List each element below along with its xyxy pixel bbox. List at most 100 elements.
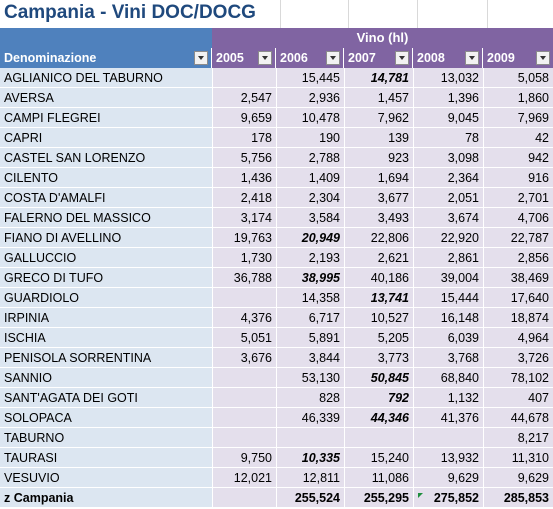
value-cell-2006[interactable]: 6,717	[276, 308, 344, 328]
value-cell-2005[interactable]: 3,174	[212, 208, 276, 228]
denominazione-cell[interactable]: z Campania	[0, 488, 212, 508]
value-cell-2006[interactable]: 53,130	[276, 368, 344, 388]
value-cell-2008[interactable]: 1,132	[413, 388, 483, 408]
value-cell-2005[interactable]: 3,676	[212, 348, 276, 368]
value-cell-2005[interactable]: 9,659	[212, 108, 276, 128]
value-cell-2005[interactable]: 9,750	[212, 448, 276, 468]
value-cell-2007[interactable]: 3,493	[344, 208, 413, 228]
value-cell-2008[interactable]: 39,004	[413, 268, 483, 288]
value-cell-2009[interactable]: 9,629	[483, 468, 553, 488]
denominazione-cell[interactable]: GRECO DI TUFO	[0, 268, 212, 288]
value-cell-2005[interactable]: 36,788	[212, 268, 276, 288]
denominazione-cell[interactable]: VESUVIO	[0, 468, 212, 488]
filter-dropdown-icon[interactable]	[326, 51, 340, 65]
value-cell-2006[interactable]: 2,936	[276, 88, 344, 108]
value-cell-2007[interactable]: 5,205	[344, 328, 413, 348]
value-cell-2009[interactable]: 18,874	[483, 308, 553, 328]
value-cell-2008[interactable]: 2,861	[413, 248, 483, 268]
value-cell-2008[interactable]: 22,920	[413, 228, 483, 248]
value-cell-2007[interactable]: 1,457	[344, 88, 413, 108]
value-cell-2009[interactable]: 1,860	[483, 88, 553, 108]
value-cell-2009[interactable]: 4,964	[483, 328, 553, 348]
value-cell-2009[interactable]: 38,469	[483, 268, 553, 288]
value-cell-2009[interactable]: 285,853	[483, 488, 553, 508]
value-cell-2006[interactable]: 828	[276, 388, 344, 408]
value-cell-2006[interactable]: 1,409	[276, 168, 344, 188]
value-cell-2007[interactable]: 255,295	[344, 488, 413, 508]
value-cell-2009[interactable]: 17,640	[483, 288, 553, 308]
value-cell-2008[interactable]	[413, 428, 483, 448]
value-cell-2005[interactable]: 19,763	[212, 228, 276, 248]
value-cell-2005[interactable]	[212, 368, 276, 388]
value-cell-2009[interactable]: 44,678	[483, 408, 553, 428]
value-cell-2007[interactable]: 7,962	[344, 108, 413, 128]
value-cell-2009[interactable]: 7,969	[483, 108, 553, 128]
value-cell-2007[interactable]: 50,845	[344, 368, 413, 388]
value-cell-2006[interactable]: 3,584	[276, 208, 344, 228]
column-header-denominazione[interactable]: Denominazione	[0, 48, 212, 68]
value-cell-2007[interactable]	[344, 428, 413, 448]
value-cell-2006[interactable]: 2,193	[276, 248, 344, 268]
value-cell-2009[interactable]: 42	[483, 128, 553, 148]
value-cell-2006[interactable]: 10,335	[276, 448, 344, 468]
denominazione-cell[interactable]: ISCHIA	[0, 328, 212, 348]
value-cell-2008[interactable]: 2,051	[413, 188, 483, 208]
column-header-2005[interactable]: 2005	[212, 48, 276, 68]
denominazione-cell[interactable]: AGLIANICO DEL TABURNO	[0, 68, 212, 88]
column-header-2008[interactable]: 2008	[413, 48, 483, 68]
value-cell-2009[interactable]: 78,102	[483, 368, 553, 388]
value-cell-2009[interactable]: 2,701	[483, 188, 553, 208]
value-cell-2005[interactable]: 1,436	[212, 168, 276, 188]
value-cell-2008[interactable]: 9,629	[413, 468, 483, 488]
value-cell-2009[interactable]: 4,706	[483, 208, 553, 228]
value-cell-2009[interactable]: 11,310	[483, 448, 553, 468]
value-cell-2005[interactable]	[212, 388, 276, 408]
value-cell-2006[interactable]: 14,358	[276, 288, 344, 308]
value-cell-2007[interactable]: 13,741	[344, 288, 413, 308]
denominazione-cell[interactable]: TAURASI	[0, 448, 212, 468]
value-cell-2009[interactable]: 2,856	[483, 248, 553, 268]
value-cell-2008[interactable]: 16,148	[413, 308, 483, 328]
value-cell-2005[interactable]: 5,051	[212, 328, 276, 348]
value-cell-2008[interactable]: 78	[413, 128, 483, 148]
value-cell-2006[interactable]: 38,995	[276, 268, 344, 288]
value-cell-2006[interactable]: 12,811	[276, 468, 344, 488]
denominazione-cell[interactable]: FIANO DI AVELLINO	[0, 228, 212, 248]
value-cell-2009[interactable]: 8,217	[483, 428, 553, 448]
value-cell-2006[interactable]: 190	[276, 128, 344, 148]
denominazione-cell[interactable]: PENISOLA SORRENTINA	[0, 348, 212, 368]
value-cell-2009[interactable]: 916	[483, 168, 553, 188]
value-cell-2007[interactable]: 923	[344, 148, 413, 168]
denominazione-cell[interactable]: SOLOPACA	[0, 408, 212, 428]
value-cell-2009[interactable]: 3,726	[483, 348, 553, 368]
value-cell-2005[interactable]: 178	[212, 128, 276, 148]
column-header-2009[interactable]: 2009	[483, 48, 553, 68]
value-cell-2005[interactable]: 2,418	[212, 188, 276, 208]
value-cell-2009[interactable]: 22,787	[483, 228, 553, 248]
value-cell-2006[interactable]	[276, 428, 344, 448]
value-cell-2008[interactable]: 9,045	[413, 108, 483, 128]
value-cell-2007[interactable]: 10,527	[344, 308, 413, 328]
denominazione-cell[interactable]: IRPINIA	[0, 308, 212, 328]
value-cell-2009[interactable]: 942	[483, 148, 553, 168]
value-cell-2008[interactable]: 68,840	[413, 368, 483, 388]
value-cell-2006[interactable]: 20,949	[276, 228, 344, 248]
value-cell-2005[interactable]	[212, 288, 276, 308]
value-cell-2005[interactable]: 2,547	[212, 88, 276, 108]
value-cell-2006[interactable]: 255,524	[276, 488, 344, 508]
column-header-2006[interactable]: 2006	[276, 48, 344, 68]
value-cell-2008[interactable]: 275,852	[413, 488, 483, 508]
value-cell-2005[interactable]	[212, 68, 276, 88]
value-cell-2005[interactable]: 4,376	[212, 308, 276, 328]
filter-dropdown-icon[interactable]	[258, 51, 272, 65]
column-header-2007[interactable]: 2007	[344, 48, 413, 68]
value-cell-2005[interactable]	[212, 408, 276, 428]
value-cell-2007[interactable]: 15,240	[344, 448, 413, 468]
value-cell-2005[interactable]: 1,730	[212, 248, 276, 268]
value-cell-2007[interactable]: 139	[344, 128, 413, 148]
denominazione-cell[interactable]: GALLUCCIO	[0, 248, 212, 268]
value-cell-2006[interactable]: 15,445	[276, 68, 344, 88]
value-cell-2007[interactable]: 3,677	[344, 188, 413, 208]
value-cell-2008[interactable]: 13,932	[413, 448, 483, 468]
value-cell-2005[interactable]: 5,756	[212, 148, 276, 168]
